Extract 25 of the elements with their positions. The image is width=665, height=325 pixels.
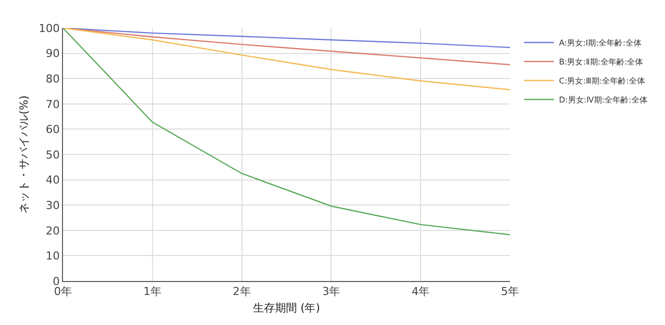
y-tick-label: 40 [46, 174, 60, 187]
y-tick-label: 80 [46, 72, 60, 86]
legend-label: B:男女:Ⅱ期:全年齢:全体 [558, 58, 644, 67]
y-tick-label: 30 [46, 198, 60, 212]
x-tick-label: 3年 [322, 285, 340, 298]
x-tick-label: 2年 [232, 285, 251, 298]
y-tick-label: 60 [46, 123, 60, 136]
y-tick-label: 50 [46, 148, 60, 162]
x-axis-title: 生存期間 (年) [252, 301, 320, 314]
y-tick-label: 100 [38, 22, 60, 35]
y-tick-label: 0 [52, 274, 60, 288]
x-tick-label: 4年 [412, 285, 430, 298]
y-tick-label: 10 [46, 250, 60, 263]
line-series [63, 28, 510, 90]
legend-label: D:男女:Ⅳ期:全年齢:全体 [558, 96, 648, 105]
legend-label: C:男女:Ⅲ期:全年齢:全体 [558, 76, 645, 86]
x-tick-label: 0年 [54, 285, 72, 298]
y-tick-label: 90 [46, 47, 60, 60]
y-tick-label: 20 [46, 224, 60, 238]
y-axis-title: ネット・サバイバル(%) [17, 95, 30, 214]
legend-label: A:男女:Ⅰ期:全年齢:全体 [558, 38, 642, 48]
y-tick-label: 70 [46, 98, 60, 111]
line-series [63, 28, 510, 236]
x-tick-label: 5年 [501, 285, 519, 298]
x-tick-label: 1年 [143, 285, 162, 298]
